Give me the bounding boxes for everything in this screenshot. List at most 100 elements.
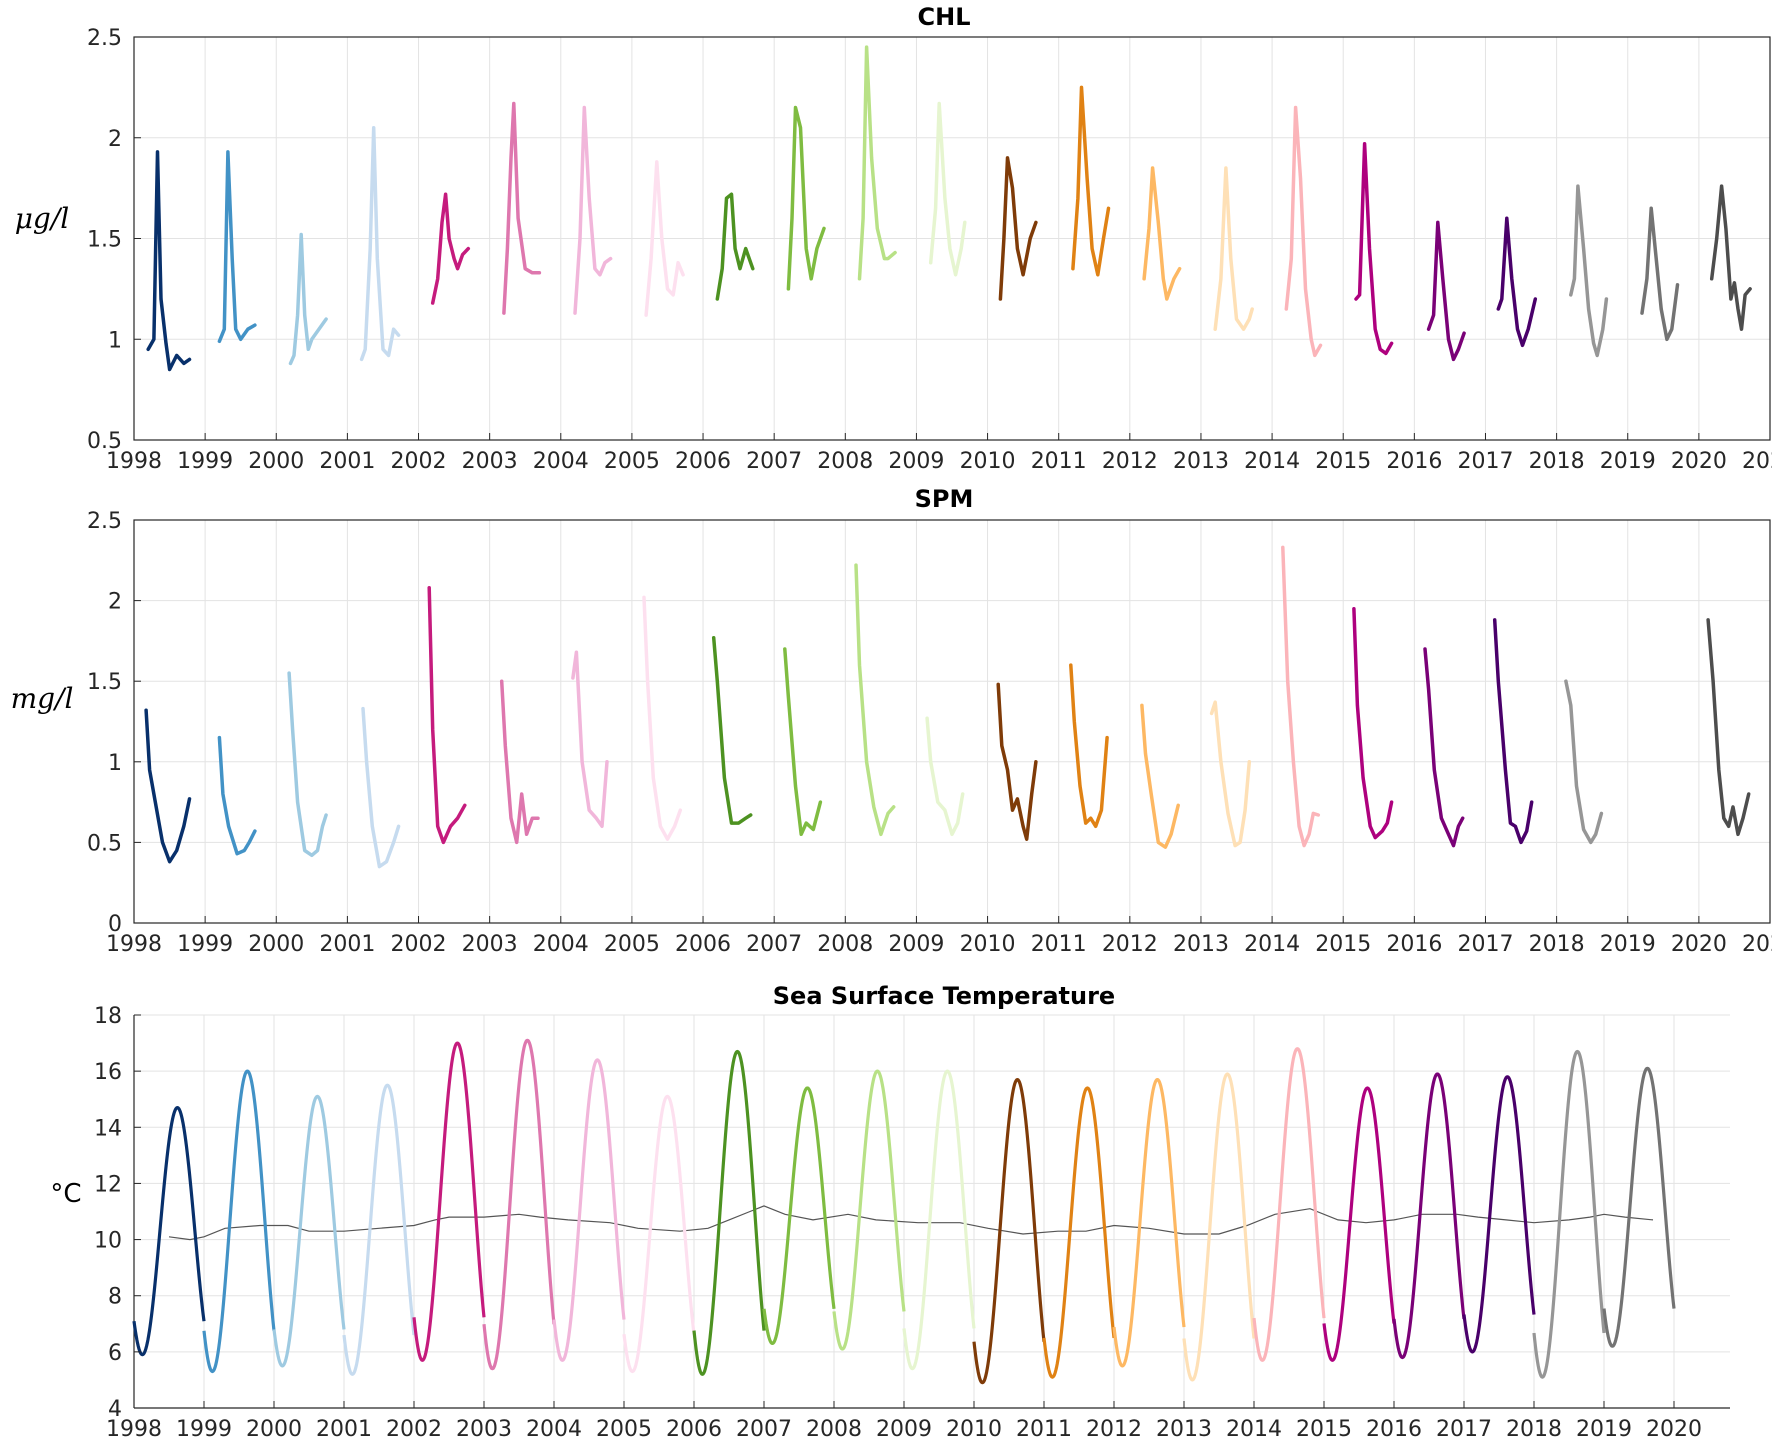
- x-tick-label: 2013: [1156, 1417, 1212, 1442]
- x-tick-label: 2001: [316, 1417, 372, 1442]
- sst-series-2002: [412, 1041, 486, 1362]
- chl-series-2003: [502, 101, 542, 315]
- x-tick-label: 2008: [806, 1417, 862, 1442]
- x-tick-label: 2005: [604, 932, 660, 957]
- sst-series-2001: [342, 1083, 416, 1376]
- sst-series-2015: [1322, 1086, 1396, 1362]
- x-tick-label: 2013: [1173, 449, 1229, 474]
- y-tick-label: 8: [108, 1285, 122, 1310]
- x-tick-label: 2015: [1315, 932, 1371, 957]
- x-tick-label: 2016: [1366, 1417, 1422, 1442]
- x-tick-label: 2004: [533, 449, 589, 474]
- spm-series-2014: [1281, 545, 1321, 848]
- x-tick-label: 2012: [1086, 1417, 1142, 1442]
- sst-series-1999: [202, 1069, 276, 1374]
- x-tick-label: 2020: [1646, 1417, 1702, 1442]
- spm-series-2017: [1492, 618, 1534, 845]
- spm-series-2006: [711, 635, 753, 825]
- x-tick-label: 2008: [817, 932, 873, 957]
- spm-series-2009: [925, 716, 965, 837]
- y-tick-label: 14: [94, 1116, 122, 1141]
- x-tick-label: 2014: [1244, 932, 1300, 957]
- spm-series-2001: [361, 706, 401, 869]
- chl-series-2014: [1284, 105, 1323, 358]
- x-tick-label: 2012: [1102, 932, 1158, 957]
- x-tick-label: 2016: [1386, 932, 1442, 957]
- spm-axes-frame: [133, 519, 1771, 924]
- spm-series-1998: [144, 708, 192, 864]
- y-tick-label: 18: [94, 1004, 122, 1029]
- chl-y-label: μg/l: [15, 202, 70, 235]
- x-tick-label: 2017: [1436, 1417, 1492, 1442]
- x-tick-label: 2019: [1600, 449, 1656, 474]
- x-tick-label: 2003: [462, 449, 518, 474]
- chl-series-2016: [1426, 220, 1466, 362]
- x-tick-label: 2015: [1296, 1417, 1352, 1442]
- spm-series-2000: [287, 671, 328, 858]
- x-tick-label: 2020: [1671, 449, 1727, 474]
- y-tick-label: 2: [108, 590, 122, 615]
- x-tick-label: 2014: [1244, 449, 1300, 474]
- x-tick-label: 2003: [456, 1417, 512, 1442]
- spm-series-2007: [783, 647, 823, 837]
- chl-series-2009: [928, 101, 967, 277]
- x-tick-label: 2011: [1031, 449, 1087, 474]
- spm-series: [144, 545, 1751, 869]
- x-tick-label: 2000: [248, 932, 304, 957]
- chl-x-ticks: 1998 1999 2000 2001 2002 2003 2004 2005 2006 2007…: [106, 433, 1772, 474]
- spm-y-label: mg/l: [11, 682, 74, 715]
- y-tick-label: 1.5: [87, 228, 122, 253]
- y-tick-label: 1.5: [87, 670, 122, 695]
- chl-series: [146, 45, 1752, 372]
- chl-series-2012: [1142, 166, 1182, 301]
- spm-series-2008: [854, 563, 896, 837]
- chl-series-2001: [359, 125, 401, 362]
- x-tick-label: 2021: [1742, 932, 1772, 957]
- sst-series-2012: [1112, 1077, 1186, 1368]
- x-tick-label: 2000: [246, 1417, 302, 1442]
- x-tick-label: 2010: [946, 1417, 1002, 1442]
- y-tick-label: 0: [108, 912, 122, 937]
- chl-title: CHL: [918, 3, 971, 31]
- sst-y-ticks: 4 6 8 10 12 14 16 18: [94, 1004, 141, 1422]
- chl-y-ticks: 0.5 1 1.5 2 2.5: [87, 26, 141, 454]
- sst-title: Sea Surface Temperature: [773, 982, 1115, 1010]
- x-tick-label: 2011: [1016, 1417, 1072, 1442]
- chl-series-2004: [573, 105, 613, 315]
- x-tick-label: 2002: [391, 449, 447, 474]
- x-tick-label: 2018: [1506, 1417, 1562, 1442]
- sst-series-2014: [1252, 1047, 1326, 1362]
- spm-series-2018: [1564, 679, 1604, 845]
- x-tick-label: 2019: [1600, 932, 1656, 957]
- x-tick-label: 2010: [960, 932, 1016, 957]
- sst-series-2019: [1602, 1066, 1676, 1348]
- spm-series-2002: [427, 585, 467, 845]
- x-tick-label: 1998: [106, 932, 162, 957]
- chl-series-2006: [715, 192, 755, 301]
- sst-series-2009: [902, 1069, 976, 1371]
- x-tick-label: 2007: [746, 449, 802, 474]
- y-tick-label: 0.5: [87, 429, 122, 454]
- y-tick-label: 2.5: [87, 509, 122, 534]
- sst-mean-line: [168, 1205, 1654, 1241]
- sst-series-2007: [762, 1086, 836, 1346]
- chl-series-2015: [1354, 142, 1394, 356]
- chl-series-2008: [857, 45, 897, 281]
- spm-series-2010: [996, 682, 1038, 841]
- x-tick-label: 2000: [248, 449, 304, 474]
- x-tick-label: 2011: [1031, 932, 1087, 957]
- x-tick-label: 2003: [462, 932, 518, 957]
- x-tick-label: 2013: [1173, 932, 1229, 957]
- spm-series-2012: [1140, 703, 1180, 849]
- x-tick-label: 2001: [319, 932, 375, 957]
- x-tick-label: 2019: [1576, 1417, 1632, 1442]
- sst-series-2017: [1462, 1075, 1536, 1354]
- sst-panel: Sea Surface Temperature 1998 1999 2000 2001…: [50, 982, 1730, 1442]
- sst-series-1998: [132, 1105, 206, 1357]
- y-tick-label: 16: [94, 1060, 122, 1085]
- x-tick-label: 2005: [596, 1417, 652, 1442]
- chl-series-2013: [1213, 166, 1254, 331]
- spm-series-1999: [217, 735, 257, 856]
- x-tick-label: 2001: [319, 449, 375, 474]
